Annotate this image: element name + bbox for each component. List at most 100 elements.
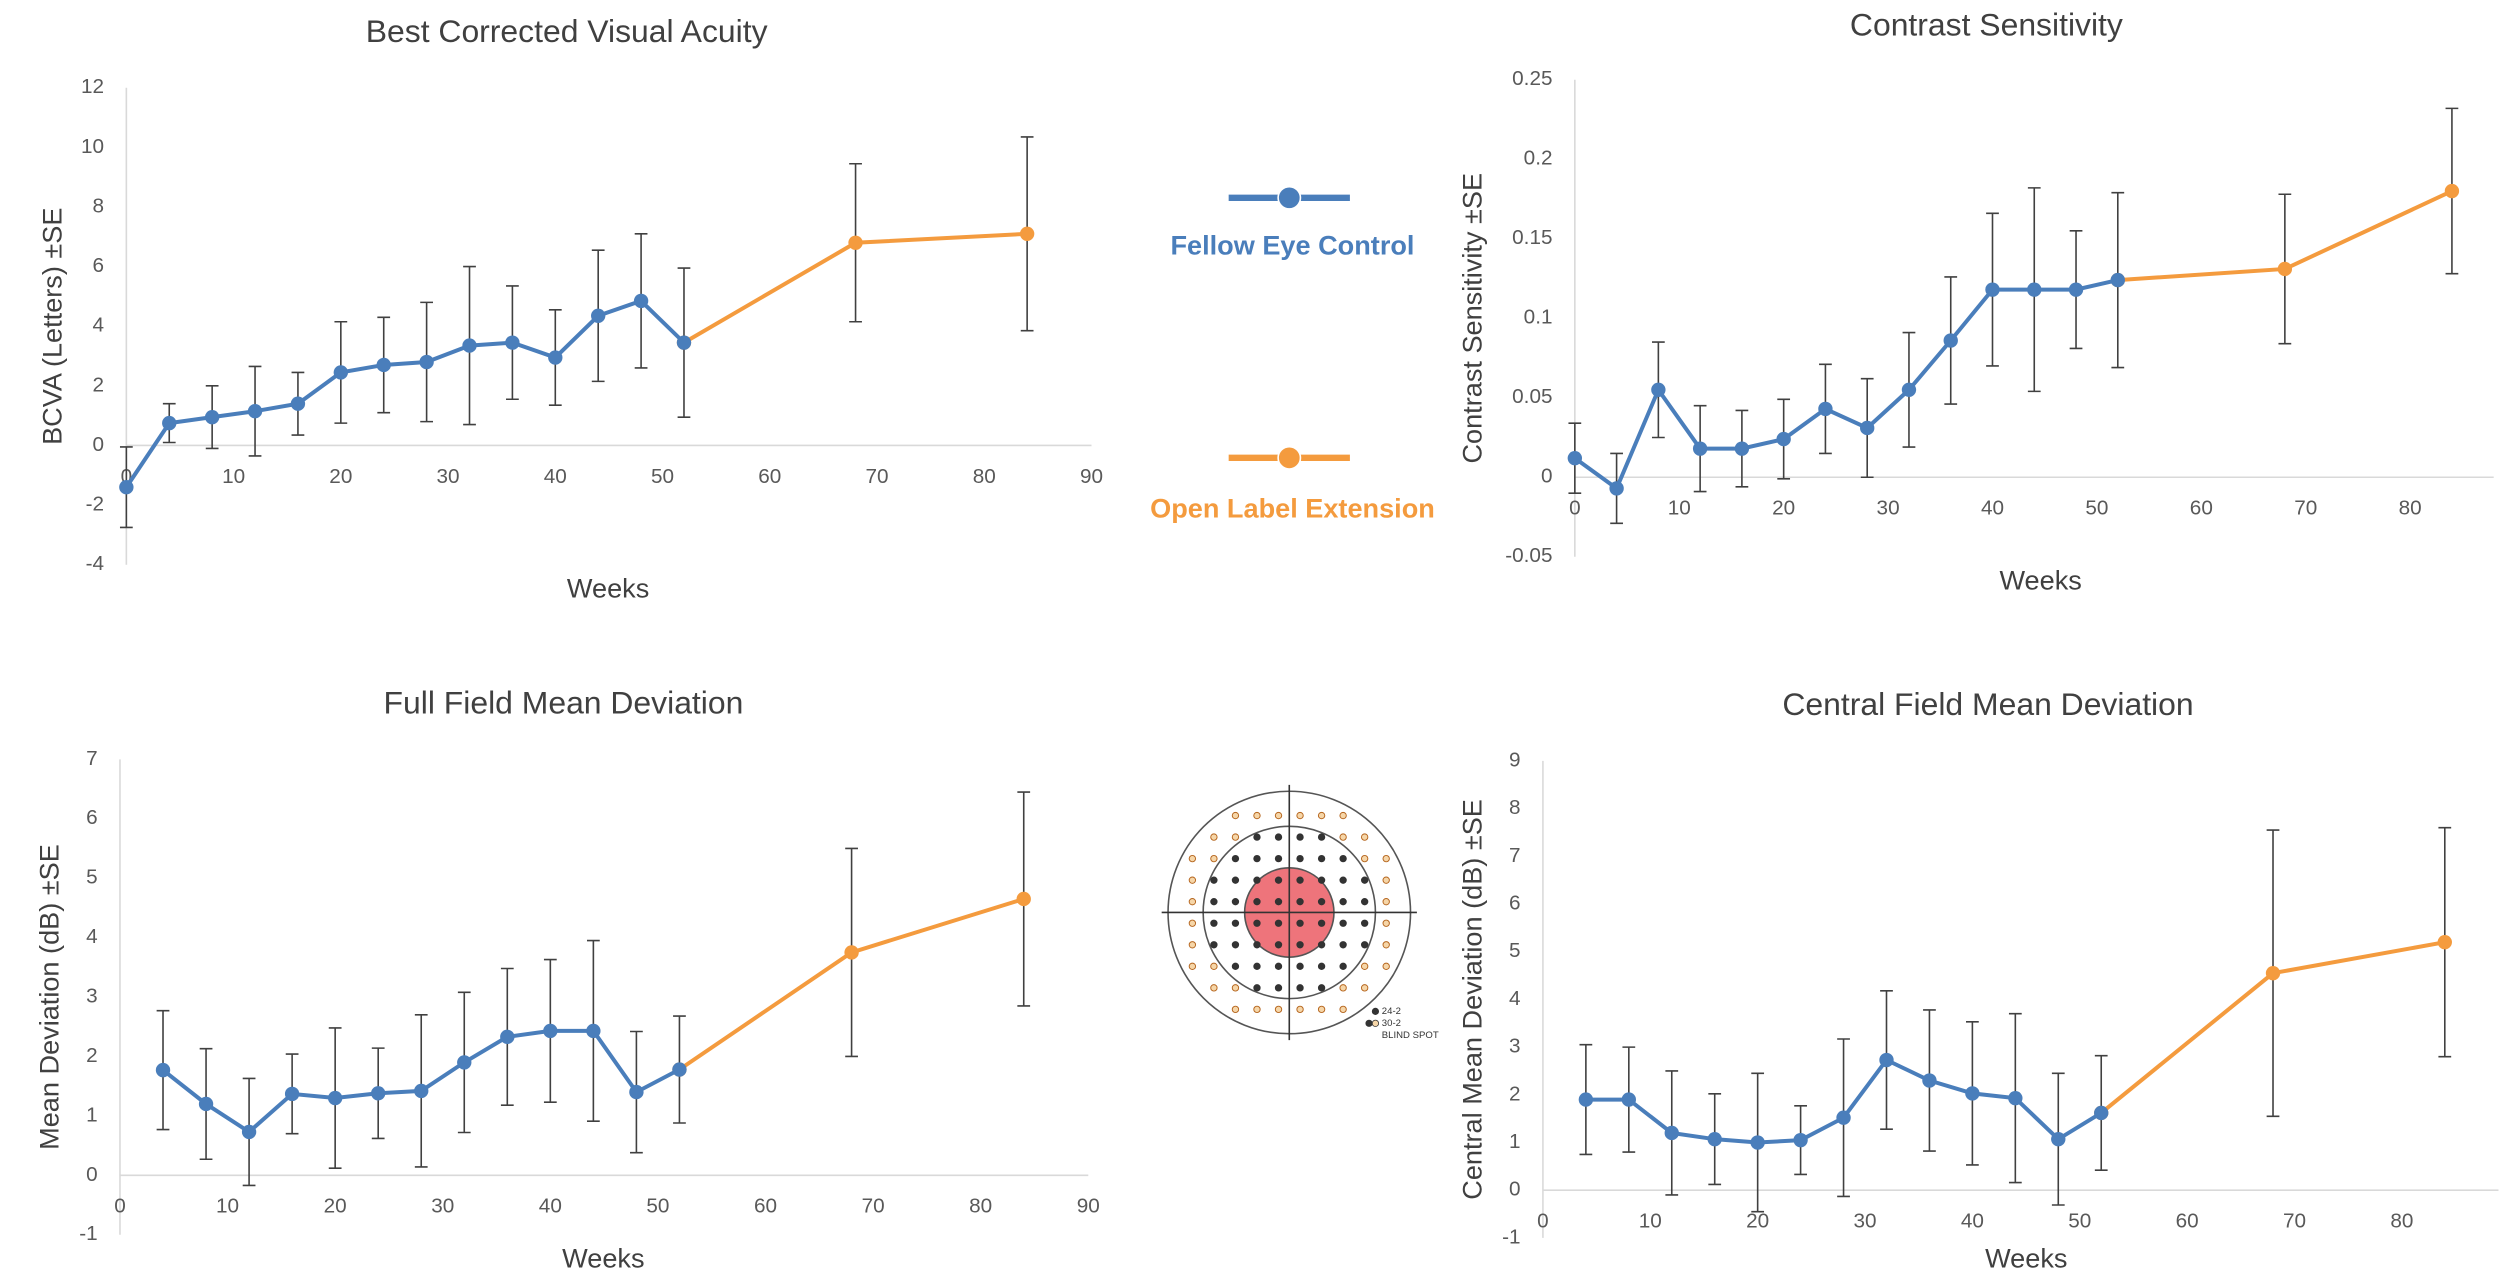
field-point — [1274, 854, 1283, 863]
data-point — [548, 350, 563, 365]
field-point — [1274, 1005, 1283, 1014]
y-tick-label: 4 — [1509, 987, 1521, 1010]
x-tick-label: 20 — [1746, 1210, 1769, 1233]
y-axis-title: BCVA (Letters) ±SE — [37, 208, 68, 445]
y-tick-label: 0 — [1509, 1178, 1521, 1201]
field-point — [1360, 876, 1369, 884]
data-point — [586, 1023, 601, 1039]
field-point — [1231, 876, 1240, 884]
field-point — [1382, 898, 1390, 906]
y-tick-label: 0.1 — [1524, 306, 1553, 329]
data-point — [247, 404, 263, 419]
y-tick-label: 0.25 — [1512, 67, 1552, 90]
field-point — [1317, 811, 1326, 820]
field-point — [1253, 854, 1261, 863]
y-tick-label: 1 — [86, 1103, 98, 1126]
data-point — [1578, 1092, 1594, 1107]
field-point — [1296, 854, 1304, 863]
series-line — [124, 298, 686, 489]
field-point — [1296, 833, 1304, 841]
x-tick-label: 80 — [2399, 497, 2422, 520]
diagram-key — [1365, 1019, 1373, 1027]
field-point — [1210, 941, 1218, 949]
data-point — [1707, 1131, 1722, 1147]
y-tick-label: 9 — [1509, 748, 1521, 771]
diagram-key — [1371, 1007, 1380, 1015]
field-point — [1210, 962, 1218, 970]
x-axis-title: Weeks — [567, 572, 649, 603]
y-tick-label: 3 — [1509, 1035, 1521, 1058]
field-point — [1253, 984, 1261, 992]
data-point — [1567, 450, 1583, 466]
field-point — [1339, 984, 1347, 992]
field-point — [1382, 854, 1390, 863]
x-tick-label: 40 — [544, 465, 567, 488]
data-point — [462, 338, 477, 353]
y-tick-label: 8 — [92, 194, 104, 217]
legend-label: Fellow Eye Control — [1170, 229, 1414, 260]
field-point — [1253, 833, 1261, 841]
data-point — [1692, 441, 1708, 456]
field-point — [1231, 1005, 1240, 1014]
field-point — [1274, 962, 1283, 970]
x-tick-label: 60 — [754, 1195, 777, 1218]
data-point — [629, 1084, 644, 1100]
data-point — [198, 1096, 214, 1112]
x-tick-label: 80 — [969, 1195, 992, 1218]
data-point — [1965, 1086, 1980, 1101]
data-point — [1985, 282, 2000, 297]
field-point — [1231, 854, 1240, 863]
y-tick-label: 6 — [92, 254, 104, 277]
data-point — [1734, 441, 1750, 456]
field-point — [1253, 876, 1261, 884]
data-point — [241, 1124, 257, 1140]
y-tick-label: 0 — [1541, 465, 1553, 488]
data-point — [1776, 431, 1791, 447]
data-point — [2444, 183, 2460, 199]
y-tick-label: 12 — [81, 75, 104, 98]
field-point — [1188, 898, 1197, 906]
x-tick-label: 70 — [865, 465, 888, 488]
field-point — [1253, 1005, 1261, 1014]
x-tick-label: 80 — [2390, 1210, 2413, 1233]
x-tick-label: 30 — [1853, 1210, 1876, 1233]
x-tick-label: 80 — [973, 465, 996, 488]
diagram-key — [1371, 1019, 1380, 1027]
field-point — [1231, 919, 1240, 927]
chart-title: Full Field Mean Deviation — [384, 685, 744, 721]
data-point — [672, 1062, 687, 1077]
data-point — [676, 335, 692, 350]
legend-marker — [1277, 185, 1302, 210]
field-point — [1231, 898, 1240, 906]
data-point — [844, 945, 859, 960]
y-axis-title: Mean Deviation (dB) ±SE — [34, 844, 65, 1150]
x-tick-label: 30 — [1877, 497, 1900, 520]
field-point — [1231, 984, 1240, 992]
x-tick-label: 0 — [114, 1195, 126, 1218]
x-tick-label: 70 — [862, 1195, 885, 1218]
x-tick-label: 60 — [758, 465, 781, 488]
y-tick-label: -4 — [86, 552, 104, 575]
data-point — [848, 235, 863, 250]
field-point — [1360, 898, 1369, 906]
x-tick-label: 10 — [216, 1195, 239, 1218]
data-point — [543, 1023, 558, 1039]
field-point — [1360, 833, 1369, 841]
y-tick-label: -2 — [86, 493, 104, 516]
field-point — [1188, 919, 1197, 927]
field-point — [1296, 984, 1304, 992]
x-tick-label: 10 — [1668, 497, 1691, 520]
data-point — [2008, 1090, 2023, 1106]
y-tick-label: 5 — [1509, 939, 1521, 962]
y-tick-label: 7 — [1509, 844, 1521, 867]
x-axis-title: Weeks — [1999, 564, 2081, 595]
y-tick-label: 6 — [86, 806, 98, 829]
field-point — [1210, 898, 1218, 906]
field-point — [1188, 962, 1197, 970]
field-point — [1317, 919, 1326, 927]
field-point — [1210, 854, 1218, 863]
y-tick-label: 2 — [86, 1044, 98, 1067]
field-point — [1339, 854, 1347, 863]
visual-field-diagram — [1161, 784, 1417, 1041]
